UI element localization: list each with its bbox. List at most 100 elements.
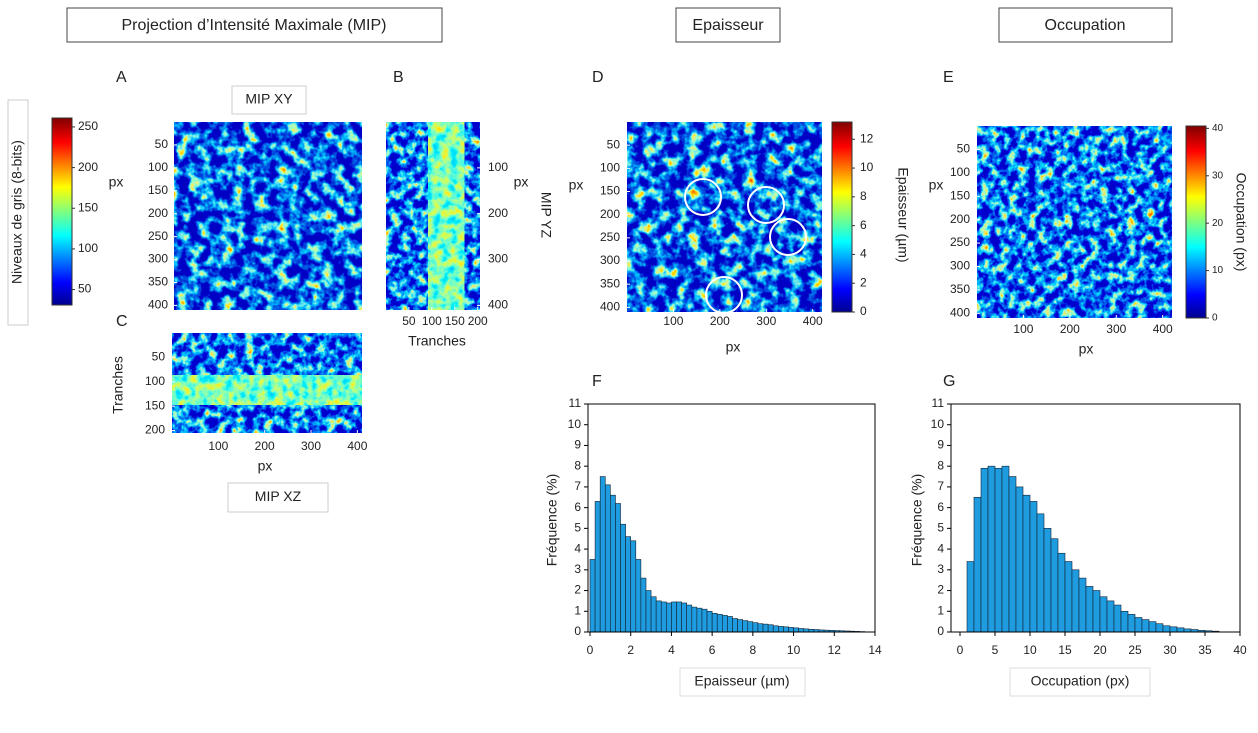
y-tick-label: 2 xyxy=(574,583,581,597)
y-tick-label: 50 xyxy=(957,142,971,156)
colorbar-tick-label: 10 xyxy=(1212,265,1224,276)
plot-frame xyxy=(950,403,1241,633)
colorbar-tick-label: 6 xyxy=(860,218,867,232)
y-tick-label: 0 xyxy=(574,624,581,638)
y-tick-label: 7 xyxy=(937,479,944,493)
colorbar-label: Occupation (px) xyxy=(1233,173,1249,272)
y-tick-label: 350 xyxy=(950,282,970,296)
bar xyxy=(640,577,647,633)
x-tick-label: 400 xyxy=(803,314,823,328)
bar xyxy=(589,559,596,633)
y-tick-label: 11 xyxy=(569,396,582,410)
y-tick-label: 10 xyxy=(931,417,945,431)
colorbar-label: Epaisseur (µm) xyxy=(895,167,911,262)
x-tick-label: 14 xyxy=(868,643,882,657)
x-tick-label: 200 xyxy=(1060,322,1080,336)
bar xyxy=(1176,627,1185,633)
x-tick-label: 4 xyxy=(668,643,675,657)
image-band xyxy=(172,375,362,405)
bar xyxy=(650,596,657,633)
colorbar xyxy=(831,121,853,313)
y-axis-label: px xyxy=(929,177,944,193)
y-tick-label: 50 xyxy=(152,350,166,364)
colorbar xyxy=(1185,125,1207,319)
x-tick-label: 200 xyxy=(710,314,730,328)
highlight-circle xyxy=(747,186,785,224)
y-tick-label: 400 xyxy=(950,305,970,319)
bar xyxy=(696,607,703,633)
bar xyxy=(1008,476,1017,633)
y-tick-label: 11 xyxy=(932,396,945,410)
x-tick-label: 8 xyxy=(750,643,757,657)
header: Epaisseur xyxy=(692,17,764,34)
y-tick-label: 150 xyxy=(600,184,620,198)
bar xyxy=(1029,501,1038,633)
y-tick-label: 3 xyxy=(937,562,944,576)
y-tick-label: 300 xyxy=(600,253,620,267)
x-tick-label: 150 xyxy=(445,314,465,328)
panel-title: MIP XZ xyxy=(255,488,302,504)
label-box xyxy=(1009,667,1151,697)
x-tick-label: 10 xyxy=(787,643,801,657)
y-tick-label: 100 xyxy=(600,161,620,175)
y-tick-label: 100 xyxy=(950,165,970,179)
colorbar-tick-label: 2 xyxy=(860,275,867,289)
bar xyxy=(635,559,642,633)
bar xyxy=(671,601,677,633)
bar xyxy=(1141,619,1150,633)
bar xyxy=(706,610,713,633)
y-tick-label: 250 xyxy=(600,230,620,244)
label-box xyxy=(679,667,806,697)
bar xyxy=(1127,614,1136,633)
y-tick-label: 250 xyxy=(148,229,168,243)
y-tick-label: 400 xyxy=(600,300,620,314)
image-band xyxy=(428,122,465,310)
panel-label: F xyxy=(592,373,602,390)
colorbar-tick-label: 0 xyxy=(860,304,867,318)
bar xyxy=(1071,569,1080,633)
y-tick-label: 200 xyxy=(488,206,508,220)
x-tick-label: 40 xyxy=(1233,643,1247,657)
bar xyxy=(727,616,733,633)
y-tick-label: 200 xyxy=(148,206,168,220)
x-tick-label: 30 xyxy=(1163,643,1177,657)
x-tick-label: 0 xyxy=(587,643,594,657)
image xyxy=(977,126,1172,318)
label-box xyxy=(7,99,29,326)
header: Projection d’Intensité Maximale (MIP) xyxy=(122,17,387,34)
bar xyxy=(793,627,799,633)
y-tick-label: 3 xyxy=(574,562,581,576)
colorbar-tick-label: 10 xyxy=(860,160,874,174)
highlight-circle xyxy=(705,276,743,314)
x-tick-label: 20 xyxy=(1093,643,1107,657)
x-tick-label: 12 xyxy=(828,643,842,657)
bar xyxy=(1085,586,1094,633)
bar xyxy=(767,624,774,633)
x-tick-label: 15 xyxy=(1058,643,1072,657)
panel-label: A xyxy=(116,69,127,86)
x-tick-label: 300 xyxy=(1106,322,1126,336)
image xyxy=(627,122,822,312)
bar xyxy=(1155,623,1164,633)
bar xyxy=(1113,604,1122,633)
header-box xyxy=(66,7,443,43)
bar xyxy=(615,503,621,633)
x-tick-label: 400 xyxy=(1153,322,1173,336)
bar xyxy=(630,540,637,633)
bar xyxy=(701,608,708,633)
x-axis-label: Occupation (px) xyxy=(1031,673,1130,689)
bar xyxy=(788,627,794,633)
bar xyxy=(732,618,738,633)
bar xyxy=(1120,610,1129,633)
x-tick-label: 25 xyxy=(1128,643,1142,657)
title-box xyxy=(231,85,307,115)
bar xyxy=(1162,625,1171,633)
y-tick-label: 350 xyxy=(148,275,168,289)
colorbar-tick-label: 100 xyxy=(78,241,98,255)
y-tick-label: 300 xyxy=(148,252,168,266)
bar xyxy=(1099,596,1108,633)
x-tick-label: 100 xyxy=(208,439,228,453)
bar xyxy=(599,476,606,633)
x-tick-label: 0 xyxy=(957,643,964,657)
bar xyxy=(772,625,779,633)
